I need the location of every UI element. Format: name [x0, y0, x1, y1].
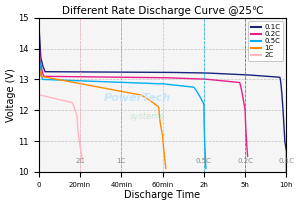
Legend: 0.1C, 0.2C, 0.5C, 1C, 2C: 0.1C, 0.2C, 0.5C, 1C, 2C	[248, 21, 283, 61]
X-axis label: Discharge Time: Discharge Time	[124, 190, 201, 200]
Text: 0.1C: 0.1C	[278, 158, 294, 164]
Text: 1C: 1C	[117, 158, 126, 164]
Title: Different Rate Discharge Curve @25℃: Different Rate Discharge Curve @25℃	[62, 6, 263, 16]
Text: 2C: 2C	[75, 158, 85, 164]
Text: systems: systems	[130, 112, 165, 121]
Y-axis label: Voltage (V): Voltage (V)	[6, 68, 16, 122]
Text: 0.5C: 0.5C	[196, 158, 212, 164]
Text: PowerTech: PowerTech	[104, 93, 171, 103]
Text: 0.2C: 0.2C	[237, 158, 253, 164]
